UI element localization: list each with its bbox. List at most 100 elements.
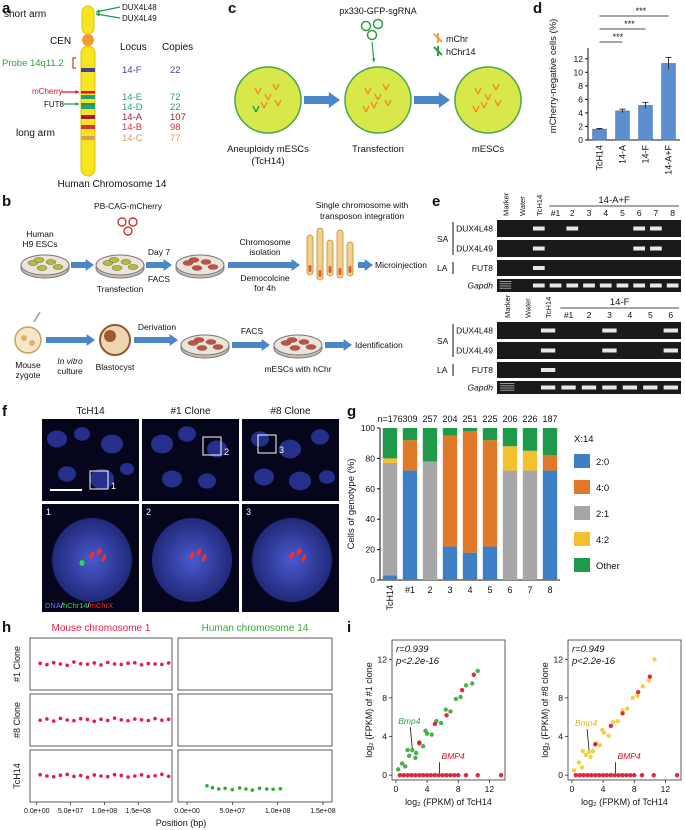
point	[606, 733, 611, 738]
bar-segment	[502, 428, 518, 447]
label: TcH14	[544, 297, 553, 318]
chromosome	[483, 101, 488, 109]
point	[458, 694, 463, 700]
point	[625, 706, 630, 711]
label: transposon integration	[320, 211, 404, 221]
point	[632, 772, 637, 778]
label: FUT8	[472, 365, 494, 375]
chromosome	[373, 101, 378, 109]
point	[139, 662, 144, 667]
point	[579, 765, 585, 770]
label: 1	[46, 507, 51, 517]
n-label: 226	[522, 414, 537, 424]
panel-letter: h	[2, 619, 11, 636]
cell-colony	[188, 257, 200, 263]
chromosome	[475, 105, 480, 113]
point	[160, 772, 164, 777]
label: Probe 14q11.2	[2, 58, 64, 69]
gel-band	[561, 385, 576, 390]
dish	[95, 254, 145, 276]
x-tick-label: 14-F	[641, 145, 651, 164]
panel-letter: c	[228, 0, 236, 17]
point	[436, 772, 441, 778]
y-tick-label: 80	[366, 453, 376, 463]
x-tick-label: 4	[601, 784, 606, 794]
x-tick-label: 6	[507, 585, 512, 595]
label: Human Chromosome 14	[58, 179, 167, 190]
cell-colony	[108, 257, 120, 263]
x-tick-label: 12	[485, 784, 495, 794]
panel-letter: i	[347, 619, 351, 636]
point	[600, 727, 605, 732]
copies: 72	[170, 92, 181, 103]
inset-box	[202, 436, 222, 456]
legend-label: 2:1	[596, 509, 609, 520]
y-tick-label: 0	[578, 135, 583, 145]
label: 2	[224, 447, 229, 457]
point	[581, 772, 586, 778]
bar-segment	[382, 428, 398, 459]
point	[65, 772, 69, 777]
x-tick-label: 12	[661, 784, 671, 794]
point	[413, 772, 418, 778]
label: LA	[437, 365, 448, 375]
legend-label: 4:0	[596, 483, 609, 494]
point	[85, 717, 90, 722]
label: short arm	[4, 9, 46, 20]
fut8-band	[81, 103, 95, 105]
point	[72, 774, 76, 779]
facet-frame	[177, 637, 333, 691]
point	[397, 772, 402, 778]
facet-frame	[29, 693, 173, 747]
point	[573, 772, 578, 778]
cell-colony	[305, 344, 317, 350]
inner-mass	[104, 330, 116, 342]
gel-band	[581, 385, 597, 390]
chromosome	[384, 99, 389, 107]
point	[409, 772, 414, 778]
label: #8 Clone	[270, 406, 310, 417]
point	[58, 662, 63, 666]
point	[51, 719, 56, 723]
label: H9 ESCs	[23, 239, 58, 249]
point	[604, 772, 610, 778]
panel-letter: d	[533, 0, 542, 17]
legend-swatch	[574, 454, 590, 468]
x-tick-label: #1	[405, 585, 415, 595]
y-tick-label: 60	[366, 484, 376, 494]
point	[647, 674, 653, 679]
point	[223, 786, 227, 791]
chromosome	[377, 93, 382, 101]
label: 14-F	[610, 297, 630, 308]
x-tick-label: 3	[447, 585, 452, 595]
n-label: 204	[442, 414, 457, 424]
point	[583, 752, 589, 758]
bar-segment	[422, 428, 438, 462]
locus-band	[81, 68, 95, 72]
label: Copies	[162, 42, 193, 53]
locus: 14-B	[122, 122, 142, 133]
nucleus	[279, 439, 301, 459]
gel-band	[622, 385, 638, 390]
tube	[326, 239, 334, 277]
label: FACS	[148, 274, 171, 284]
n-label: 309	[402, 414, 417, 424]
gel-band	[650, 226, 662, 231]
cell-colony	[205, 339, 217, 345]
locus-band	[81, 115, 95, 119]
signal-red	[289, 551, 295, 559]
label: 2	[587, 310, 592, 320]
label: 4	[628, 310, 633, 320]
point	[112, 716, 117, 720]
label: 8	[670, 208, 675, 218]
x-tick-label: 0.0e+00	[174, 808, 200, 815]
point	[459, 688, 465, 693]
point	[580, 748, 586, 754]
chromosome	[272, 83, 277, 91]
mcherry-band	[81, 91, 95, 94]
pointer-head	[96, 12, 100, 17]
cell-colony	[212, 344, 224, 350]
label: Microinjection	[375, 260, 427, 270]
legend-label: Other	[596, 561, 620, 572]
gel-band	[643, 385, 658, 390]
